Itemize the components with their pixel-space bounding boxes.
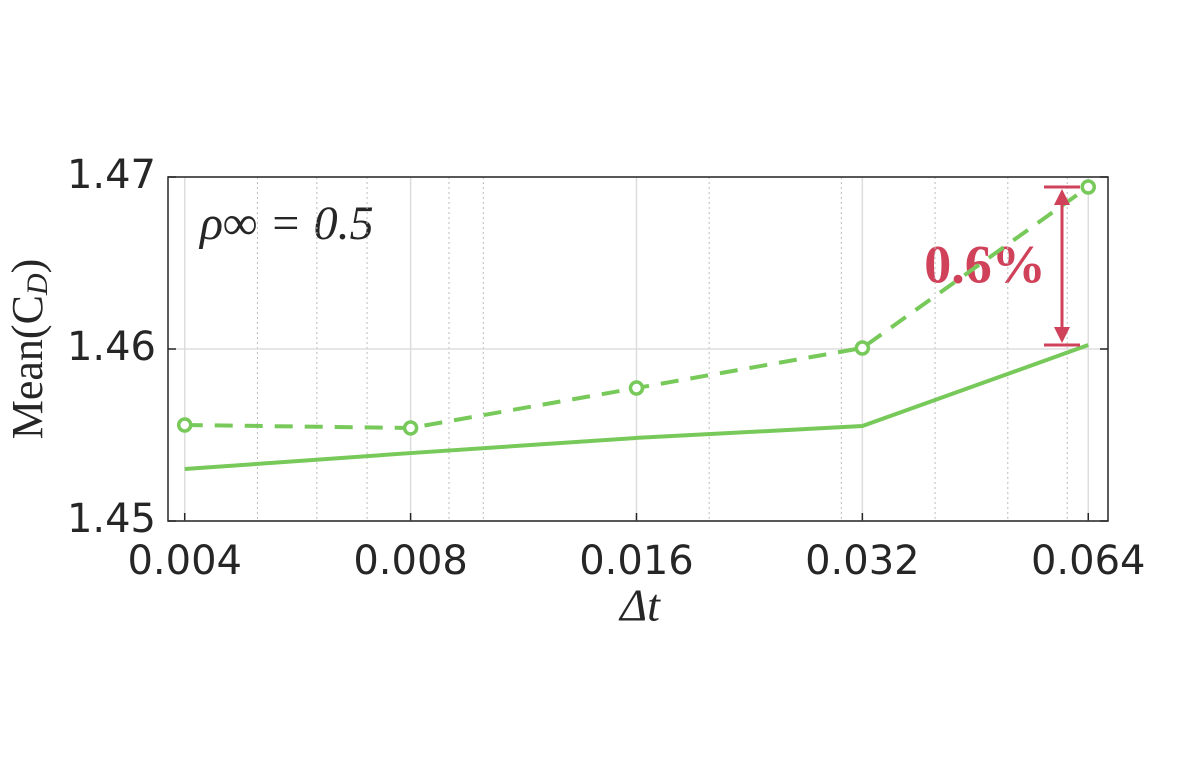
y-tick-label: 1.47 bbox=[67, 152, 156, 198]
marker bbox=[854, 340, 871, 356]
x-axis-label: Δt bbox=[618, 580, 661, 631]
x-tick-label: 0.032 bbox=[805, 538, 920, 584]
line bbox=[184, 343, 1089, 472]
plot-frame bbox=[167, 176, 1109, 522]
arrow-head bbox=[1054, 327, 1070, 344]
x-tick-label: 0.008 bbox=[353, 538, 468, 584]
marker bbox=[1080, 179, 1096, 195]
x-tick-label: 0.004 bbox=[127, 538, 242, 584]
x-tick-label: 0.016 bbox=[579, 538, 694, 584]
arrow-head bbox=[1054, 188, 1070, 205]
annotation: ρ∞ = 0.5 bbox=[198, 197, 374, 250]
y-axis-label: Mean(CD) bbox=[3, 259, 54, 440]
marker bbox=[402, 420, 419, 436]
marker bbox=[176, 417, 193, 433]
x-tick-label: 0.064 bbox=[1031, 538, 1146, 584]
y-label-part: Mean(C bbox=[3, 295, 52, 439]
y-label-part: ) bbox=[3, 259, 52, 274]
marker bbox=[628, 380, 645, 396]
annotation: 0.6% bbox=[924, 234, 1046, 294]
y-tick-label: 1.46 bbox=[67, 324, 156, 370]
y-tick-label: 1.45 bbox=[67, 496, 156, 542]
y-label-sub: D bbox=[21, 273, 54, 296]
